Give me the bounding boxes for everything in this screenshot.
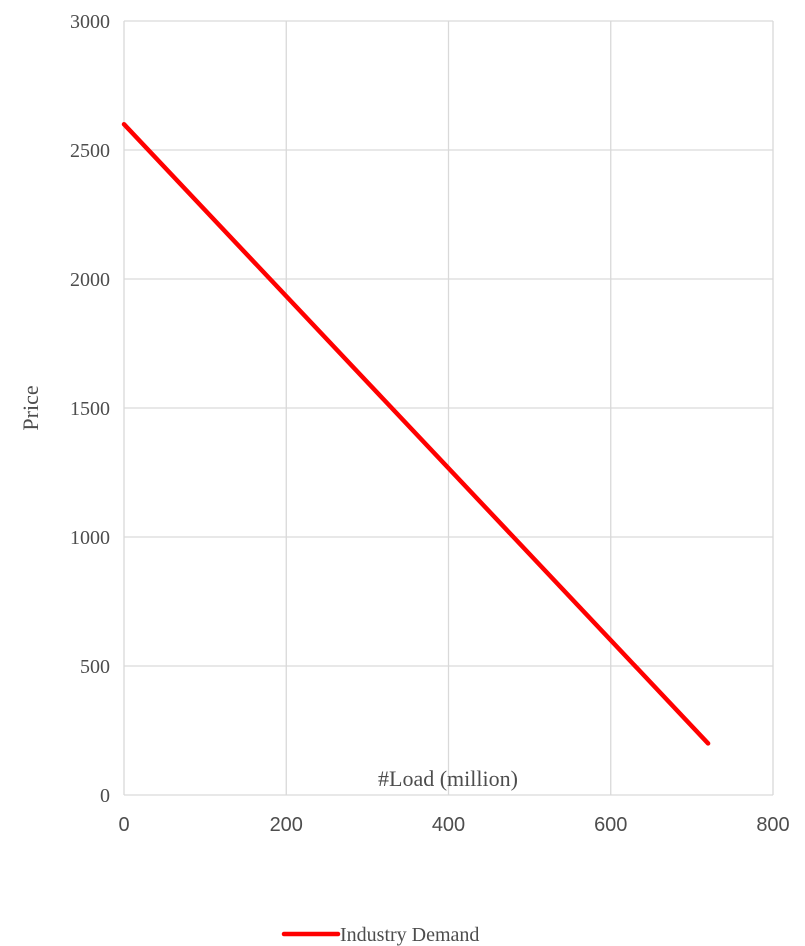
y-tick-label: 0 <box>100 785 110 807</box>
series-layer <box>121 121 711 746</box>
y-tick-label: 1500 <box>70 398 110 420</box>
x-axis-ticks: 0 200 400 600 800 <box>118 814 789 836</box>
x-tick-label: 800 <box>756 814 789 836</box>
x-tick-label: 0 <box>118 814 129 836</box>
y-tick-label: 2000 <box>70 269 110 291</box>
x-tick-label: 600 <box>594 814 627 836</box>
y-tick-label: 500 <box>80 656 110 678</box>
x-tick-label: 400 <box>432 814 465 836</box>
x-axis-title: #Load (million) <box>378 766 518 791</box>
y-tick-label: 2500 <box>70 140 110 162</box>
legend-label: Industry Demand <box>340 924 479 946</box>
y-tick-label: 3000 <box>70 11 110 33</box>
legend: Industry Demand <box>281 924 479 946</box>
y-axis-ticks: 0 500 1000 1500 2000 2500 3000 <box>70 11 110 807</box>
y-axis-title: Price <box>18 385 43 430</box>
y-tick-label: 1000 <box>70 527 110 549</box>
x-tick-label: 200 <box>270 814 303 836</box>
gridlines <box>123 20 774 796</box>
series-line-industry-demand <box>121 121 711 746</box>
